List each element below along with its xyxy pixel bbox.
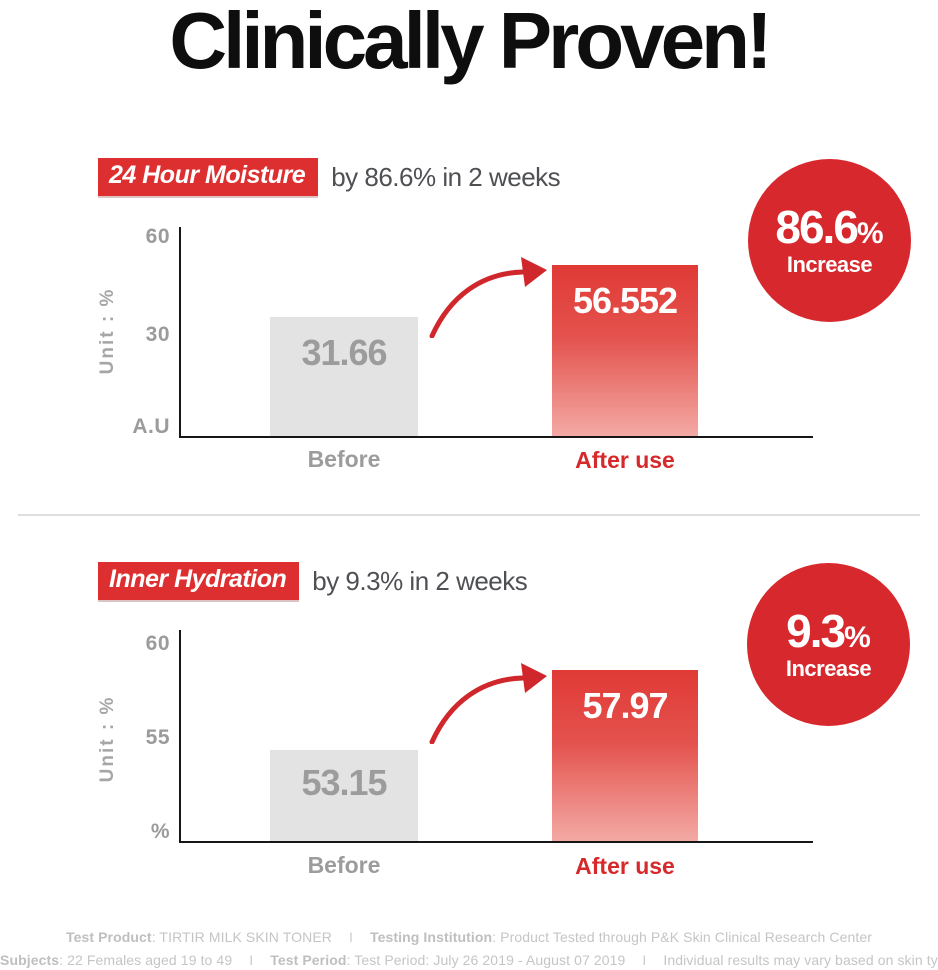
- chart1-subtitle: by 86.6% in 2 weeks: [331, 161, 561, 192]
- chart1-bar-before-value: 31.66: [301, 332, 387, 373]
- chart2-bar-after-value: 57.97: [582, 685, 668, 726]
- chart2-y-axis: [179, 630, 181, 843]
- chart1-ytick-30: 30: [145, 323, 170, 346]
- footer-separator: I: [642, 952, 647, 968]
- footer-line-2: Subjects: 22 Females aged 19 to 49 I Test …: [0, 952, 938, 968]
- chart1-bar-before: 31.66: [270, 317, 418, 436]
- chart1-x-axis: [179, 436, 813, 438]
- footer-disclaimer: Individual results may vary based on ski…: [663, 952, 938, 968]
- chart2-subtitle: by 9.3% in 2 weeks: [312, 565, 528, 596]
- footer-test-product-label: Test Product: [65, 929, 152, 945]
- chart1-ytick-au: A.U: [132, 415, 170, 438]
- page-title: Clinically Proven!: [169, 0, 772, 85]
- chart2-label-after: After use: [575, 853, 675, 879]
- trend-arrow-up-icon: [429, 663, 547, 744]
- chart2-bar-before-value: 53.15: [301, 762, 387, 803]
- chart1-header: 24 Hour Moisture by 86.6% in 2 weeks: [98, 158, 561, 196]
- trend-arrow-up-icon: [429, 257, 547, 338]
- section-divider: [18, 514, 920, 516]
- chart2-header: Inner Hydration by 9.3% in 2 weeks: [98, 562, 528, 600]
- chart2-bar-before: 53.15: [270, 750, 418, 841]
- footer-separator: I: [349, 929, 353, 945]
- footer-period-label: Test Period: [270, 952, 347, 968]
- chart2-ytick-55: 55: [145, 726, 170, 749]
- footer-line-1: Test Product: TIRTIR MILK SKIN TONER I Tes…: [0, 929, 938, 945]
- footer-subjects-label: Subjects: [0, 952, 60, 968]
- footer-test-product-value: : TIRTIR MILK SKIN TONER: [151, 929, 332, 945]
- chart2-increase-badge: 9.3% Increase: [747, 563, 910, 726]
- footer-institution-value: : Product Tested through P&K Skin Clinic…: [492, 929, 873, 945]
- footer-subjects-value: : 22 Females aged 19 to 49: [59, 952, 233, 968]
- chart1-increase-badge: 86.6% Increase: [748, 159, 911, 322]
- footer-period-value: : Test Period: July 26 2019 - August 07 …: [346, 952, 626, 968]
- chart1-label-after: After use: [575, 447, 675, 473]
- chart1-label-before: Before: [307, 446, 381, 472]
- chart2-ytick-60: 60: [145, 632, 170, 655]
- chart2-increase-value: 9.3%: [786, 604, 871, 657]
- chart2-metric-badge: Inner Hydration: [98, 562, 300, 600]
- footer-institution-label: Testing Institution: [370, 929, 493, 945]
- chart1-metric-badge: 24 Hour Moisture: [98, 158, 319, 196]
- chart1-y-axis: [179, 227, 181, 438]
- chart1-bar-after: 56.552: [552, 265, 698, 436]
- chart1-ytick-60: 60: [145, 225, 170, 248]
- chart2-increase-label: Increase: [785, 655, 872, 681]
- chart1-increase-label: Increase: [786, 251, 873, 277]
- chart1-increase-value: 86.6%: [775, 200, 884, 253]
- chart2-label-before: Before: [307, 852, 381, 878]
- chart2-ytick-pct: %: [150, 820, 170, 843]
- chart2-x-axis: [179, 841, 813, 843]
- footer-separator: I: [249, 952, 254, 968]
- chart2-bar-after: 57.97: [552, 670, 698, 841]
- chart1-bar-after-value: 56.552: [572, 280, 678, 321]
